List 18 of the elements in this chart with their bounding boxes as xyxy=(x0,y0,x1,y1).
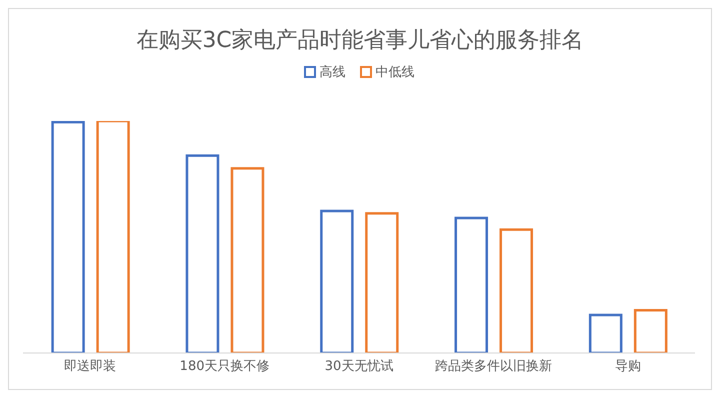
legend-label: 高线 xyxy=(318,64,346,81)
bar xyxy=(588,314,622,353)
x-tick-label: 30天无忧试 xyxy=(324,359,394,374)
bar xyxy=(230,167,264,353)
bar xyxy=(51,121,85,353)
x-tick-label: 导购 xyxy=(614,359,641,374)
bar xyxy=(500,228,534,353)
x-tick-label: 跨品类多件以旧换新 xyxy=(434,359,552,374)
bar xyxy=(96,121,130,353)
x-tick-label: 即送即装 xyxy=(64,359,116,374)
legend-label: 中低线 xyxy=(374,64,414,81)
bar xyxy=(365,212,399,353)
chart-title: 在购买3C家电产品时能省事儿省心的服务排名 xyxy=(135,27,585,55)
bar xyxy=(186,154,220,353)
bar xyxy=(454,216,488,353)
bar xyxy=(634,309,668,353)
bar xyxy=(320,210,354,353)
x-tick-label: 180天只换不修 xyxy=(180,359,270,374)
